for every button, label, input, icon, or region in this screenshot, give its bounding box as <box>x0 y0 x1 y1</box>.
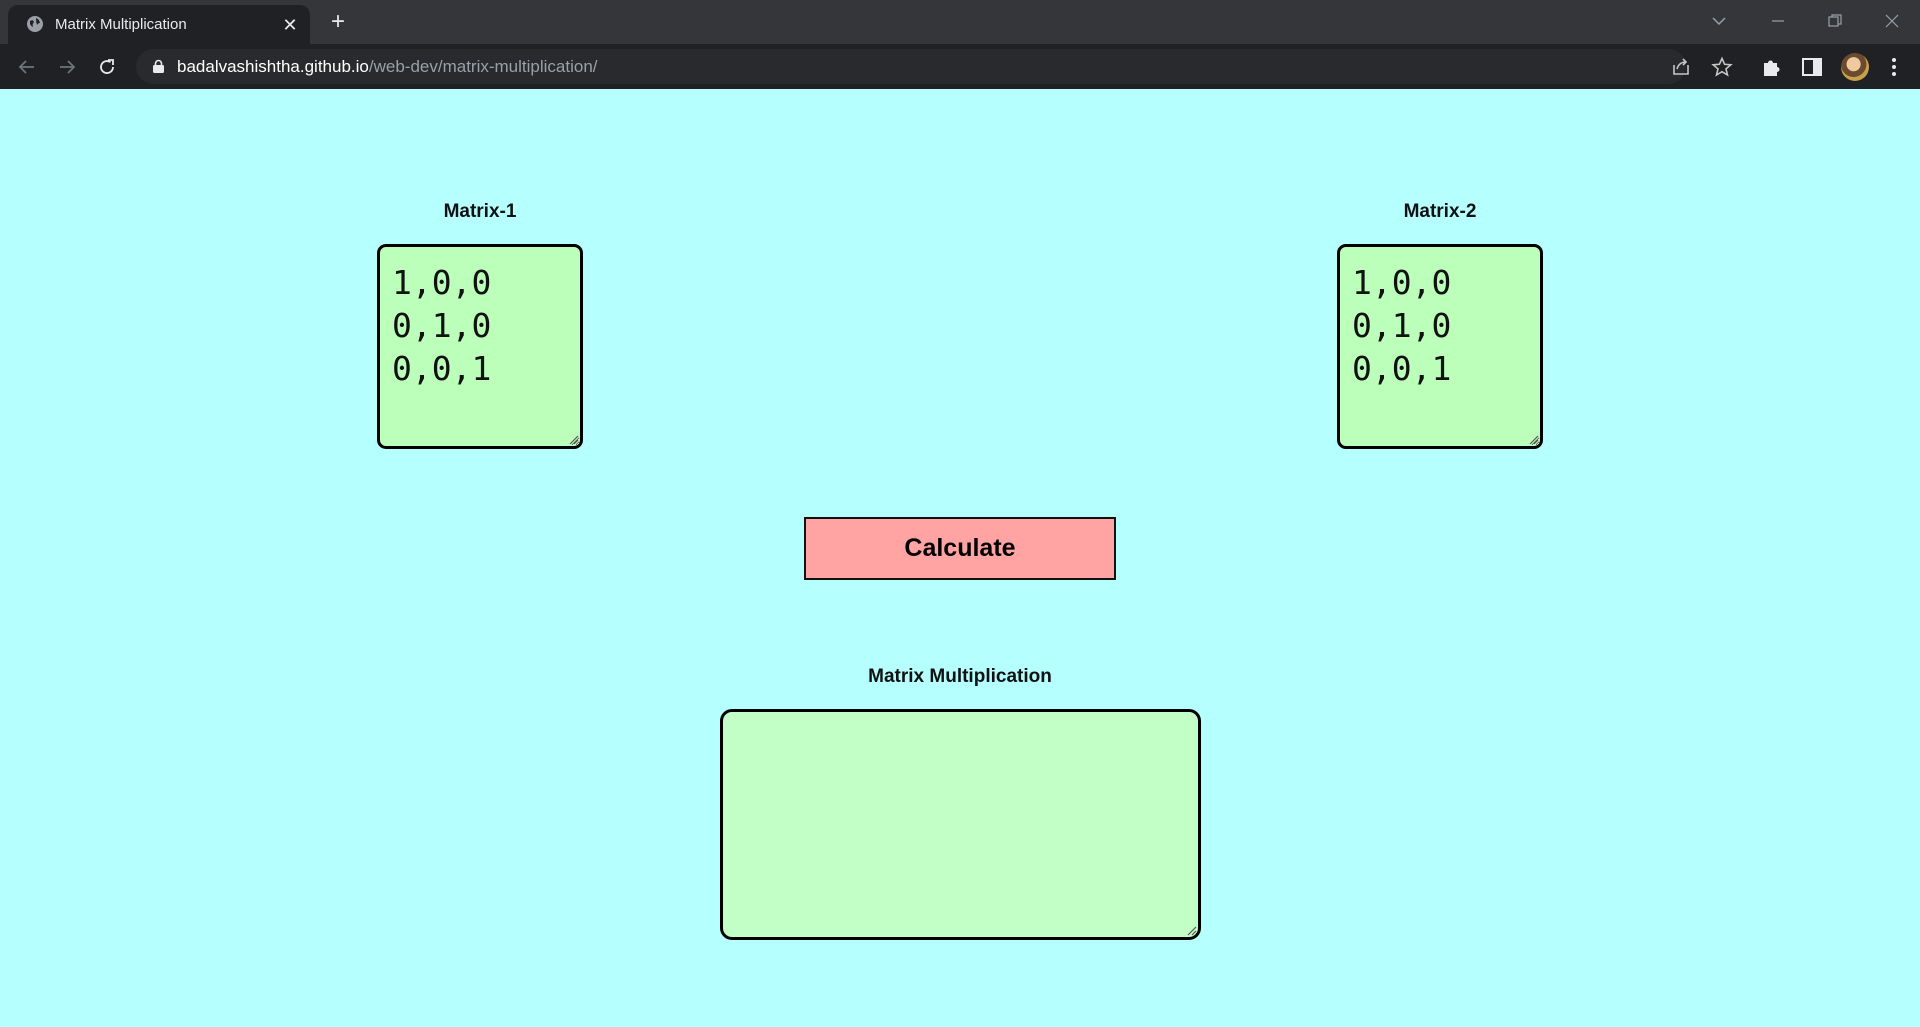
result-label: Matrix Multiplication <box>868 666 1052 687</box>
matrix2-input[interactable]: 1,0,0 0,1,0 0,0,1 <box>1337 244 1543 449</box>
address-bar[interactable]: badalvashishtha.github.io/web-dev/matrix… <box>136 49 1733 84</box>
tab-title: Matrix Multiplication <box>55 16 187 33</box>
close-icon <box>1885 14 1899 28</box>
profile-avatar[interactable] <box>1841 53 1869 81</box>
lock-icon <box>153 59 164 73</box>
matrix1-label: Matrix-1 <box>443 201 517 222</box>
restore-button[interactable] <box>1815 6 1855 36</box>
more-menu-icon[interactable] <box>1882 55 1906 79</box>
reload-button[interactable] <box>92 52 122 82</box>
globe-icon <box>27 16 43 32</box>
resize-grip-icon[interactable] <box>1187 926 1197 936</box>
matrix2-label: Matrix-2 <box>1403 201 1477 222</box>
chevron-down-icon <box>1712 17 1726 26</box>
arrow-left-icon <box>18 60 34 74</box>
new-tab-button[interactable]: + <box>330 8 345 35</box>
restore-icon <box>1828 14 1842 27</box>
share-icon[interactable] <box>1670 56 1692 78</box>
minimize-icon <box>1772 20 1784 22</box>
forward-button[interactable] <box>52 52 82 82</box>
browser-toolbar: badalvashishtha.github.io/web-dev/matrix… <box>0 44 1920 89</box>
minimize-button[interactable] <box>1758 6 1798 36</box>
url-text: badalvashishtha.github.io/web-dev/matrix… <box>177 57 598 77</box>
resize-grip-icon[interactable] <box>569 435 579 445</box>
tab-strip: Matrix Multiplication ✕ + <box>0 0 1920 44</box>
url-host: badalvashishtha.github.io <box>177 57 369 76</box>
matrix1-input[interactable]: 1,0,0 0,1,0 0,0,1 <box>377 244 583 449</box>
extensions-puzzle-icon[interactable] <box>1760 55 1784 79</box>
close-window-button[interactable] <box>1872 6 1912 36</box>
url-path: /web-dev/matrix-multiplication/ <box>368 57 598 76</box>
calculate-button[interactable]: Calculate <box>804 517 1116 580</box>
tab-search-button[interactable] <box>1699 6 1739 36</box>
arrow-right-icon <box>60 60 76 74</box>
back-button[interactable] <box>12 52 42 82</box>
side-panel-icon[interactable] <box>1800 55 1824 79</box>
bookmark-star-icon[interactable] <box>1711 56 1733 78</box>
resize-grip-icon[interactable] <box>1529 435 1539 445</box>
close-tab-icon[interactable]: ✕ <box>282 15 298 35</box>
browser-tab[interactable]: Matrix Multiplication ✕ <box>8 5 310 44</box>
result-output[interactable] <box>720 709 1201 940</box>
reload-icon <box>100 59 114 74</box>
page-content: Matrix-1 1,0,0 0,1,0 0,0,1 Matrix-2 1,0,… <box>0 89 1920 1027</box>
